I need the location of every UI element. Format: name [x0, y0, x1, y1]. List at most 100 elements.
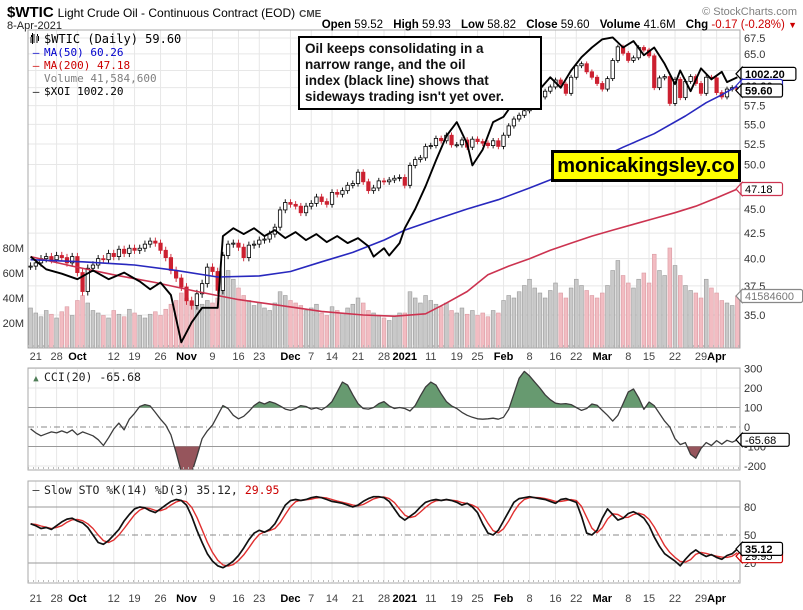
stockcharts-copyright[interactable]: © StockCharts.com [702, 6, 797, 18]
svg-text:11: 11 [425, 351, 436, 363]
svg-text:67.5: 67.5 [744, 33, 765, 45]
svg-text:19: 19 [128, 351, 140, 363]
svg-text:40M: 40M [3, 293, 24, 305]
svg-text:55.0: 55.0 [744, 119, 765, 131]
svg-text:47.18: 47.18 [745, 184, 773, 196]
svg-text:19: 19 [451, 351, 463, 363]
svg-text:Apr: Apr [707, 593, 727, 605]
svg-text:26: 26 [154, 593, 166, 605]
svg-text:41584600: 41584600 [745, 291, 794, 303]
annotation-box: Oil keeps consolidating in a narrow rang… [298, 36, 542, 110]
svg-text:19: 19 [451, 593, 463, 605]
svg-text:15: 15 [643, 593, 655, 605]
svg-text:Apr: Apr [707, 351, 727, 363]
close-value: 59.60 [560, 19, 590, 31]
svg-text:35.0: 35.0 [744, 310, 765, 322]
svg-text:22: 22 [669, 351, 681, 363]
svg-text:Oct: Oct [68, 593, 87, 605]
ma50-line-icon: — [32, 46, 40, 59]
close-label: Close [526, 19, 558, 31]
svg-text:Mar: Mar [592, 593, 612, 605]
svg-text:45.0: 45.0 [744, 204, 765, 216]
overlay-lines [30, 36, 738, 344]
axis-tags: 1002.2060.2659.6047.1841584600-65.6829.9… [735, 65, 803, 565]
svg-text:22: 22 [570, 593, 582, 605]
svg-text:Oct: Oct [68, 351, 87, 363]
svg-text:Dec: Dec [280, 351, 300, 363]
svg-text:26: 26 [154, 351, 166, 363]
svg-text:40.0: 40.0 [744, 254, 765, 266]
svg-text:50.0: 50.0 [744, 160, 765, 172]
svg-text:Dec: Dec [280, 593, 300, 605]
legend-ma200: MA(200) 47.18 [44, 59, 131, 72]
sto-series [30, 495, 738, 569]
svg-text:Nov: Nov [176, 351, 198, 363]
xoi-line-icon: — [32, 85, 40, 98]
svg-text:28: 28 [378, 351, 390, 363]
cci-line [30, 370, 738, 470]
volume-bars [28, 247, 740, 348]
legend-ma50: MA(50) 60.26 [44, 46, 124, 59]
svg-text:25: 25 [471, 351, 483, 363]
svg-text:12: 12 [108, 351, 120, 363]
svg-text:23: 23 [253, 593, 265, 605]
cci-mountain-icon: ▲ [33, 374, 39, 384]
down-triangle-icon: ▼ [788, 20, 797, 30]
svg-text:21: 21 [352, 351, 364, 363]
svg-text:15: 15 [643, 351, 655, 363]
svg-text:8: 8 [625, 593, 631, 605]
sto-k-line [30, 495, 738, 569]
svg-text:35.12: 35.12 [745, 544, 773, 556]
svg-text:Feb: Feb [494, 351, 514, 363]
open-value: 59.52 [354, 19, 384, 31]
svg-text:-65.68: -65.68 [745, 435, 776, 447]
sto-line-icon: — [32, 483, 40, 497]
svg-text:20M: 20M [3, 318, 24, 330]
cci-label-text: CCI(20) -65.68 [44, 370, 141, 384]
svg-text:16: 16 [232, 593, 244, 605]
price-legend: $WTIC (Daily) 59.60 — MA(50) 60.26 — MA(20… [30, 33, 181, 98]
sto-label-red: 29.95 [244, 483, 280, 497]
svg-text:16: 16 [232, 351, 244, 363]
svg-text:Mar: Mar [592, 351, 612, 363]
svg-text:12: 12 [108, 593, 120, 605]
legend-main: $WTIC (Daily) 59.60 [44, 32, 182, 46]
sto-panel-label: — Slow STO %K(14) %D(3) 35.12, 29.95 [30, 483, 280, 497]
svg-text:11: 11 [425, 593, 436, 605]
svg-text:19: 19 [128, 593, 140, 605]
volume-label: Volume [599, 19, 641, 31]
svg-text:57.5: 57.5 [744, 101, 765, 113]
legend-volume: Volume 41,584,600 [44, 72, 157, 85]
svg-text:29: 29 [695, 351, 707, 363]
svg-text:1002.20: 1002.20 [745, 69, 785, 81]
panel-border [27, 367, 741, 471]
chg-label: Chg [685, 19, 709, 31]
svg-text:14: 14 [326, 351, 338, 363]
cci-panel-label: ▲ CCI(20) -65.68 [30, 370, 141, 384]
panel-border [27, 480, 741, 584]
svg-text:22: 22 [669, 593, 681, 605]
svg-text:-200: -200 [744, 461, 766, 473]
watermark: monicakingsley.co [551, 150, 741, 182]
ticker-symbol: $WTIC [7, 4, 54, 21]
low-value: 58.82 [487, 19, 517, 31]
high-label: High [393, 19, 419, 31]
svg-text:8: 8 [526, 593, 532, 605]
chart-header: $WTIC Light Crude Oil - Continuous Contra… [7, 4, 322, 21]
svg-text:42.5: 42.5 [744, 228, 765, 240]
svg-text:28: 28 [50, 351, 62, 363]
svg-text:Nov: Nov [176, 593, 198, 605]
svg-text:22: 22 [570, 351, 582, 363]
quote-date: 8-Apr-2021 [7, 20, 63, 32]
svg-text:29: 29 [695, 593, 707, 605]
svg-text:80M: 80M [3, 243, 24, 255]
svg-text:300: 300 [744, 364, 762, 376]
svg-text:59.60: 59.60 [745, 85, 773, 97]
svg-text:65.0: 65.0 [744, 49, 765, 61]
svg-text:9: 9 [209, 351, 215, 363]
svg-text:8: 8 [625, 351, 631, 363]
exchange-label: CME [299, 9, 322, 20]
svg-text:23: 23 [253, 351, 265, 363]
svg-text:100: 100 [744, 403, 762, 415]
